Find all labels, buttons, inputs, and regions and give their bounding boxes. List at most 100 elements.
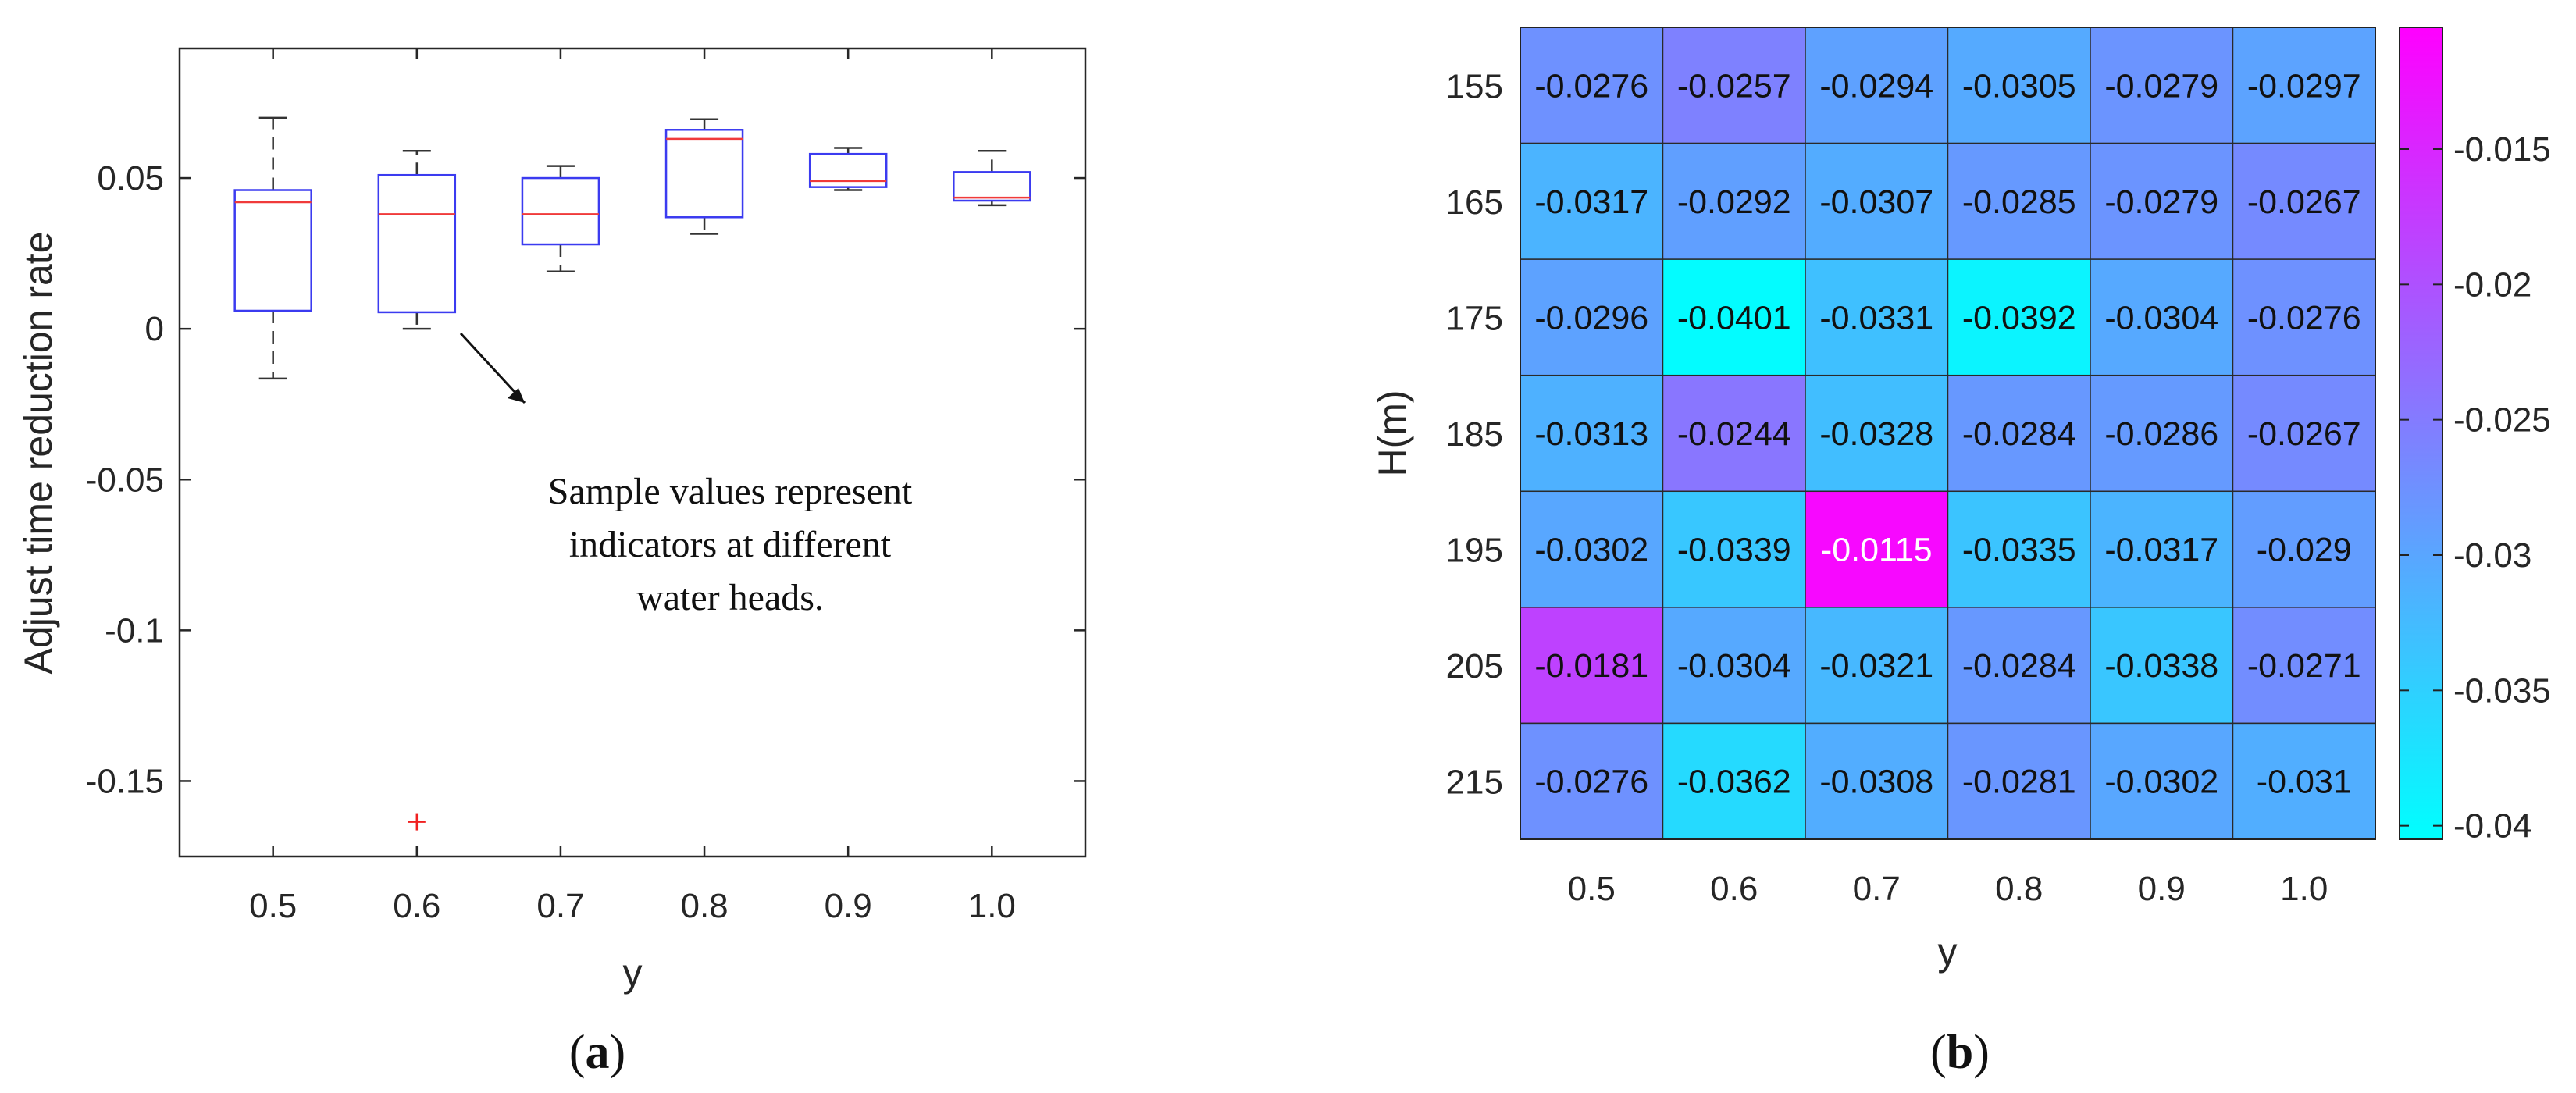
heatmap-cell bbox=[1662, 258, 1806, 376]
cell-value: -0.0284 bbox=[1962, 415, 2076, 453]
colorbar-tick-label: -0.03 bbox=[2453, 536, 2531, 575]
cell-value: -0.0181 bbox=[1534, 647, 1648, 685]
colorbar-tick-label: -0.035 bbox=[2453, 671, 2551, 710]
cell-value: -0.0276 bbox=[1534, 764, 1648, 801]
heatmap-cell bbox=[1662, 607, 1806, 725]
annotation-line-2: indicators at different bbox=[569, 524, 892, 565]
heatmap-cell bbox=[2090, 722, 2234, 840]
x-tick-label: 0.7 bbox=[536, 887, 584, 925]
heatmap-cell bbox=[1520, 258, 1664, 376]
annotation-arrow-head bbox=[508, 388, 525, 403]
cell-value: -0.0317 bbox=[1534, 183, 1648, 221]
cell-value: -0.0284 bbox=[1962, 647, 2076, 685]
box-iqr bbox=[521, 176, 600, 246]
y-tick-label: 0 bbox=[145, 310, 164, 348]
box-1.0 bbox=[953, 150, 1031, 207]
cell-value: -0.0276 bbox=[2247, 299, 2361, 336]
heatmap-x-tick-label: 0.6 bbox=[1710, 870, 1758, 908]
cell-value: -0.0321 bbox=[1819, 647, 1933, 685]
cell-value: -0.0335 bbox=[1962, 532, 2076, 569]
heatmap-cell bbox=[2232, 490, 2376, 608]
heatmap-cell bbox=[2090, 142, 2234, 260]
heatmap-y-label: H(m) bbox=[1370, 390, 1414, 476]
heatmap-cell bbox=[2232, 142, 2376, 260]
cell-value: -0.0304 bbox=[2104, 299, 2218, 336]
cell-value: -0.0401 bbox=[1677, 299, 1791, 336]
cell-value: -0.0244 bbox=[1677, 415, 1791, 453]
x-tick-label: 1.0 bbox=[968, 887, 1016, 925]
heatmap-y-tick-label: 155 bbox=[1446, 67, 1503, 105]
annotation-line-3: water heads. bbox=[636, 577, 824, 618]
heatmap-cell bbox=[1662, 490, 1806, 608]
heatmap-cell bbox=[1662, 374, 1806, 493]
cell-value: -0.0302 bbox=[1534, 532, 1648, 569]
heatmap-y-tick-label: 195 bbox=[1446, 532, 1503, 570]
boxplot-y-label: Adjust time reduction rate bbox=[16, 232, 60, 675]
heatmap-cell bbox=[2232, 27, 2376, 144]
cell-value: -0.0297 bbox=[2247, 67, 2361, 105]
heatmap-cell bbox=[2232, 607, 2376, 725]
cell-value: -0.0307 bbox=[1819, 183, 1933, 221]
box-iqr bbox=[377, 173, 457, 314]
heatmap-cell bbox=[1805, 490, 1949, 608]
heatmap-cell bbox=[1805, 374, 1949, 493]
x-tick-label: 0.6 bbox=[393, 887, 440, 925]
heatmap-y-tick-label: 215 bbox=[1446, 764, 1503, 802]
cell-value: -0.0267 bbox=[2247, 183, 2361, 221]
boxplot-panel: 0.050-0.05-0.1-0.150.5 0.6 0.7 0.8 0.9 1.0 y … bbox=[16, 47, 1087, 1079]
cell-value: -0.0302 bbox=[2104, 764, 2218, 801]
heatmap-cell bbox=[2090, 27, 2234, 144]
heatmap-cell bbox=[2232, 374, 2376, 493]
heatmap-cell bbox=[1662, 722, 1806, 840]
heatmap-frame bbox=[1520, 27, 2376, 840]
heatmap-cell bbox=[1947, 490, 2091, 608]
cell-value: -0.0296 bbox=[1534, 299, 1648, 336]
heatmap-x-tick-label: 0.9 bbox=[2138, 870, 2186, 908]
box-iqr bbox=[664, 129, 744, 219]
cell-value: -0.0115 bbox=[1821, 532, 1933, 569]
heatmap-cell bbox=[1947, 722, 2091, 840]
heatmap-cell bbox=[1805, 27, 1949, 144]
heatmap-cell bbox=[1947, 142, 2091, 260]
cell-value: -0.0392 bbox=[1962, 299, 2076, 336]
y-tick-label: -0.1 bbox=[105, 611, 164, 650]
colorbar: -0.015 -0.02 -0.025 -0.03 -0.035 -0.04 bbox=[2399, 27, 2551, 846]
cell-value: -0.031 bbox=[2257, 764, 2352, 801]
heatmap-y-tick-label: 205 bbox=[1446, 647, 1503, 685]
cell-value: -0.0362 bbox=[1677, 764, 1791, 801]
cell-value: -0.0279 bbox=[2104, 183, 2218, 221]
heatmap-y-tick-label: 185 bbox=[1446, 415, 1503, 454]
colorbar-tick-label: -0.04 bbox=[2453, 807, 2531, 846]
heatmap-cell bbox=[1805, 722, 1949, 840]
cell-value: -0.0308 bbox=[1819, 764, 1933, 801]
cell-value: -0.0317 bbox=[2104, 532, 2218, 569]
box-0.7 bbox=[521, 165, 600, 273]
heatmap-y-tick-label: 165 bbox=[1446, 183, 1503, 222]
annotation-arrow-line bbox=[459, 332, 526, 404]
cell-value: -0.0286 bbox=[2104, 415, 2218, 453]
heatmap-x-tick-label: 1.0 bbox=[2280, 870, 2328, 908]
cell-value: -0.0281 bbox=[1962, 764, 2076, 801]
cell-value: -0.0294 bbox=[1819, 67, 1933, 105]
cell-value: -0.0338 bbox=[2104, 647, 2218, 685]
outlier-point bbox=[408, 813, 426, 831]
cell-value: -0.0276 bbox=[1534, 67, 1648, 105]
heatmap-y-tick-label: 175 bbox=[1446, 299, 1503, 337]
panel-label-a: (a) bbox=[569, 1026, 625, 1079]
heatmap-cell bbox=[1520, 722, 1664, 840]
cell-value: -0.0292 bbox=[1677, 183, 1791, 221]
heatmap-panel: -0.0276 -0.0257 -0.0294 -0.0305 -0.0279 -0.02… bbox=[1370, 27, 2551, 1079]
annotation: Sample values represent indicators at di… bbox=[459, 332, 913, 618]
heatmap-x-tick-label: 0.5 bbox=[1568, 870, 1616, 908]
cell-value: -0.0257 bbox=[1677, 67, 1791, 105]
y-tick-label: 0.05 bbox=[97, 159, 164, 198]
cell-value: -0.0304 bbox=[1677, 647, 1791, 685]
boxplot-axes-frame bbox=[178, 47, 1087, 858]
box-iqr bbox=[953, 171, 1031, 202]
cell-value: -0.0331 bbox=[1819, 299, 1933, 336]
heatmap-cell bbox=[1662, 142, 1806, 260]
heatmap-cell bbox=[2090, 607, 2234, 725]
box-0.8 bbox=[664, 118, 744, 235]
heatmap-cell bbox=[1805, 142, 1949, 260]
